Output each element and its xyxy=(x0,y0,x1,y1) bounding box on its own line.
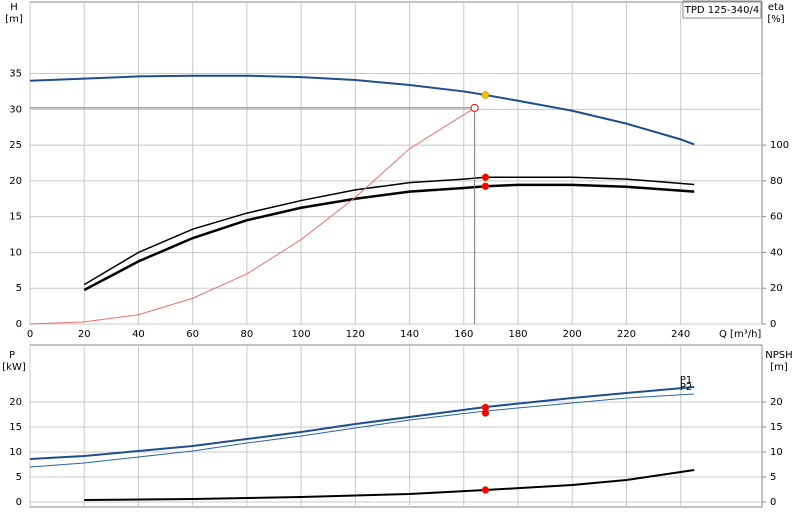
operating-point xyxy=(481,173,490,182)
y-tick-label: 30 xyxy=(9,104,22,115)
y2-tick-label: 20 xyxy=(770,397,783,408)
x-label: Q [m³/h] xyxy=(719,329,761,340)
y-tick-label: 25 xyxy=(9,140,22,151)
model-label: TPD 125-340/4 xyxy=(684,5,760,16)
y-tick-label: 20 xyxy=(9,397,22,408)
x-tick-label: 0 xyxy=(27,329,33,340)
x-tick-label: 200 xyxy=(563,329,582,340)
x-tick-label: 40 xyxy=(132,329,145,340)
y-tick-label: 5 xyxy=(16,283,22,294)
x-tick-label: 140 xyxy=(400,329,419,340)
y-tick-label: 0 xyxy=(16,497,22,508)
plot-area xyxy=(29,344,763,508)
y2-tick-label: 60 xyxy=(770,212,783,223)
operating-point xyxy=(481,182,490,191)
curve xyxy=(83,176,695,286)
plot-area xyxy=(29,1,763,325)
x-tick-label: 80 xyxy=(241,329,254,340)
y-unit: [m] xyxy=(5,14,23,25)
y2-label: NPSH xyxy=(765,350,792,361)
y-tick-label: 10 xyxy=(9,447,22,458)
x-tick-label: 180 xyxy=(508,329,527,340)
model-box xyxy=(682,0,762,19)
y-tick-label: 35 xyxy=(9,69,22,80)
operating-point xyxy=(481,91,490,99)
curve xyxy=(83,183,695,292)
curve xyxy=(29,74,695,146)
series-label: P1 xyxy=(680,375,692,386)
y-tick-label: 0 xyxy=(16,319,22,330)
curve xyxy=(29,107,475,325)
series-label: P2 xyxy=(680,382,692,393)
y2-label: eta xyxy=(768,2,784,13)
x-tick-label: 20 xyxy=(78,329,91,340)
y-label: H xyxy=(10,2,18,13)
x-tick-label: 100 xyxy=(292,329,311,340)
y2-unit: [m] xyxy=(770,362,788,373)
x-tick-label: 120 xyxy=(346,329,365,340)
y2-tick-label: 20 xyxy=(770,283,783,294)
y-tick-label: 10 xyxy=(9,247,22,258)
y2-tick-label: 5 xyxy=(770,472,776,483)
curve xyxy=(29,393,695,468)
y-label: P xyxy=(9,350,15,361)
y-tick-label: 15 xyxy=(9,212,22,223)
y2-tick-label: 40 xyxy=(770,247,783,258)
y2-tick-label: 80 xyxy=(770,176,783,187)
y2-tick-label: 0 xyxy=(770,319,776,330)
curve xyxy=(84,469,695,501)
y2-unit: [%] xyxy=(767,14,784,25)
y2-tick-label: 0 xyxy=(770,497,776,508)
y2-tick-label: 15 xyxy=(770,422,783,433)
operating-point xyxy=(470,103,479,112)
y-unit: [kW] xyxy=(2,362,26,373)
operating-point xyxy=(481,486,490,494)
y2-tick-label: 100 xyxy=(770,140,789,151)
x-tick-label: 60 xyxy=(186,329,199,340)
curve xyxy=(29,386,695,460)
x-tick-label: 220 xyxy=(617,329,636,340)
x-tick-label: 240 xyxy=(671,329,690,340)
y-tick-label: 15 xyxy=(9,422,22,433)
x-tick-label: 160 xyxy=(454,329,473,340)
operating-point xyxy=(481,409,490,417)
y2-tick-label: 10 xyxy=(770,447,783,458)
y-tick-label: 20 xyxy=(9,176,22,187)
y-tick-label: 5 xyxy=(16,472,22,483)
